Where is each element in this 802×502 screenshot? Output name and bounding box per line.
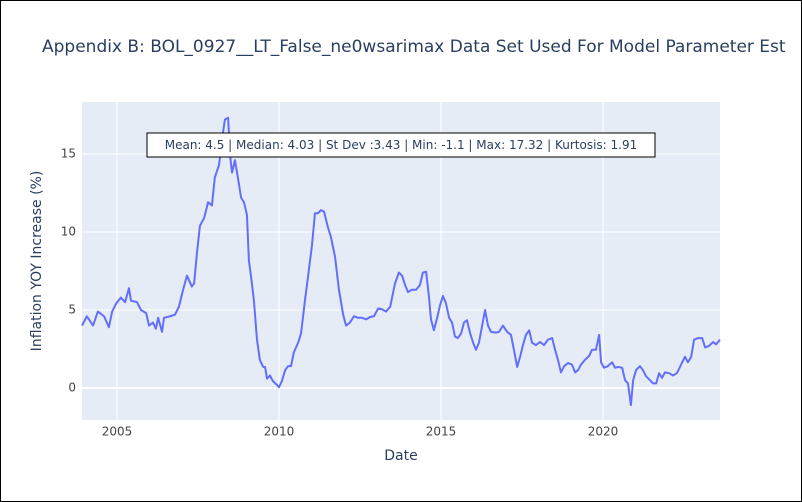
annotation-box [146, 132, 656, 158]
y-tick-label: 10 [61, 224, 76, 238]
y-tick-label: 5 [68, 302, 76, 316]
x-axis-label: Date [384, 448, 417, 464]
y-axis-label: Inflation YOY Increase (%) [29, 171, 45, 352]
y-tick-label: 15 [61, 146, 76, 160]
y-tick-label: 0 [68, 381, 76, 395]
chart-title: Appendix B: BOL_0927__LT_False_ne0wsarim… [42, 37, 786, 57]
x-tick-label: 2005 [102, 425, 133, 439]
x-tick-label: 2010 [264, 425, 295, 439]
x-tick-label: 2015 [426, 425, 457, 439]
x-tick-label: 2020 [588, 425, 619, 439]
data-line [81, 116, 721, 407]
marks [81, 116, 721, 407]
annotation: Mean: 4.5 | Median: 4.03 | St Dev :3.43 … [165, 138, 638, 152]
